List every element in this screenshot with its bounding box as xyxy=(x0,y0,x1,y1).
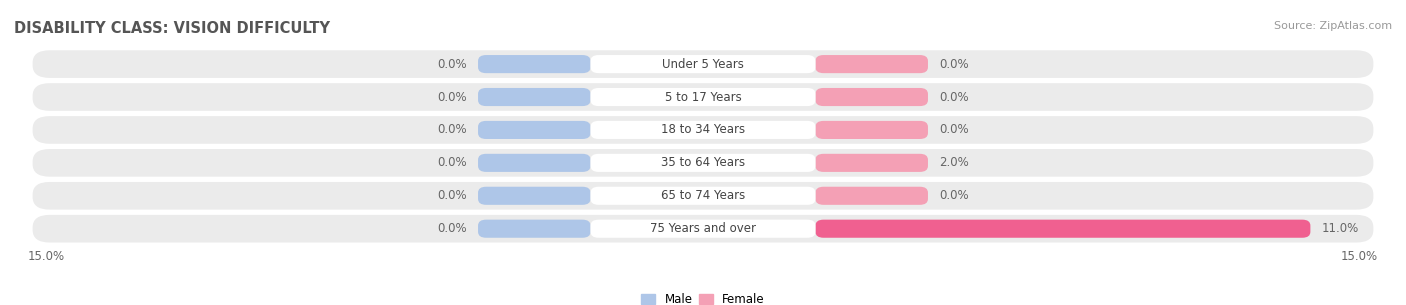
FancyBboxPatch shape xyxy=(478,154,591,172)
FancyBboxPatch shape xyxy=(591,187,815,205)
FancyBboxPatch shape xyxy=(478,121,591,139)
Text: 75 Years and over: 75 Years and over xyxy=(650,222,756,235)
Text: 11.0%: 11.0% xyxy=(1322,222,1358,235)
FancyBboxPatch shape xyxy=(591,121,815,139)
FancyBboxPatch shape xyxy=(32,83,1374,111)
FancyBboxPatch shape xyxy=(478,88,591,106)
FancyBboxPatch shape xyxy=(32,149,1374,177)
FancyBboxPatch shape xyxy=(591,55,815,73)
Text: 2.0%: 2.0% xyxy=(939,156,969,169)
Text: 15.0%: 15.0% xyxy=(28,250,65,263)
Text: 65 to 74 Years: 65 to 74 Years xyxy=(661,189,745,202)
Text: 0.0%: 0.0% xyxy=(939,189,969,202)
FancyBboxPatch shape xyxy=(591,154,815,172)
FancyBboxPatch shape xyxy=(815,187,928,205)
Legend: Male, Female: Male, Female xyxy=(637,288,769,305)
FancyBboxPatch shape xyxy=(32,50,1374,78)
FancyBboxPatch shape xyxy=(32,116,1374,144)
FancyBboxPatch shape xyxy=(815,121,928,139)
FancyBboxPatch shape xyxy=(815,154,928,172)
Text: Source: ZipAtlas.com: Source: ZipAtlas.com xyxy=(1274,21,1392,31)
Text: 15.0%: 15.0% xyxy=(1341,250,1378,263)
FancyBboxPatch shape xyxy=(815,88,928,106)
FancyBboxPatch shape xyxy=(815,55,928,73)
Text: 5 to 17 Years: 5 to 17 Years xyxy=(665,91,741,103)
Text: 35 to 64 Years: 35 to 64 Years xyxy=(661,156,745,169)
Text: DISABILITY CLASS: VISION DIFFICULTY: DISABILITY CLASS: VISION DIFFICULTY xyxy=(14,21,330,36)
Text: Under 5 Years: Under 5 Years xyxy=(662,58,744,70)
Text: 0.0%: 0.0% xyxy=(437,58,467,70)
FancyBboxPatch shape xyxy=(591,220,815,238)
FancyBboxPatch shape xyxy=(591,88,815,106)
Text: 0.0%: 0.0% xyxy=(437,222,467,235)
Text: 0.0%: 0.0% xyxy=(437,124,467,136)
FancyBboxPatch shape xyxy=(478,187,591,205)
Text: 0.0%: 0.0% xyxy=(437,91,467,103)
FancyBboxPatch shape xyxy=(32,182,1374,210)
FancyBboxPatch shape xyxy=(32,215,1374,242)
Text: 0.0%: 0.0% xyxy=(939,91,969,103)
Text: 0.0%: 0.0% xyxy=(437,189,467,202)
Text: 18 to 34 Years: 18 to 34 Years xyxy=(661,124,745,136)
Text: 0.0%: 0.0% xyxy=(939,124,969,136)
FancyBboxPatch shape xyxy=(478,55,591,73)
FancyBboxPatch shape xyxy=(815,220,1310,238)
FancyBboxPatch shape xyxy=(478,220,591,238)
Text: 0.0%: 0.0% xyxy=(437,156,467,169)
Text: 0.0%: 0.0% xyxy=(939,58,969,70)
